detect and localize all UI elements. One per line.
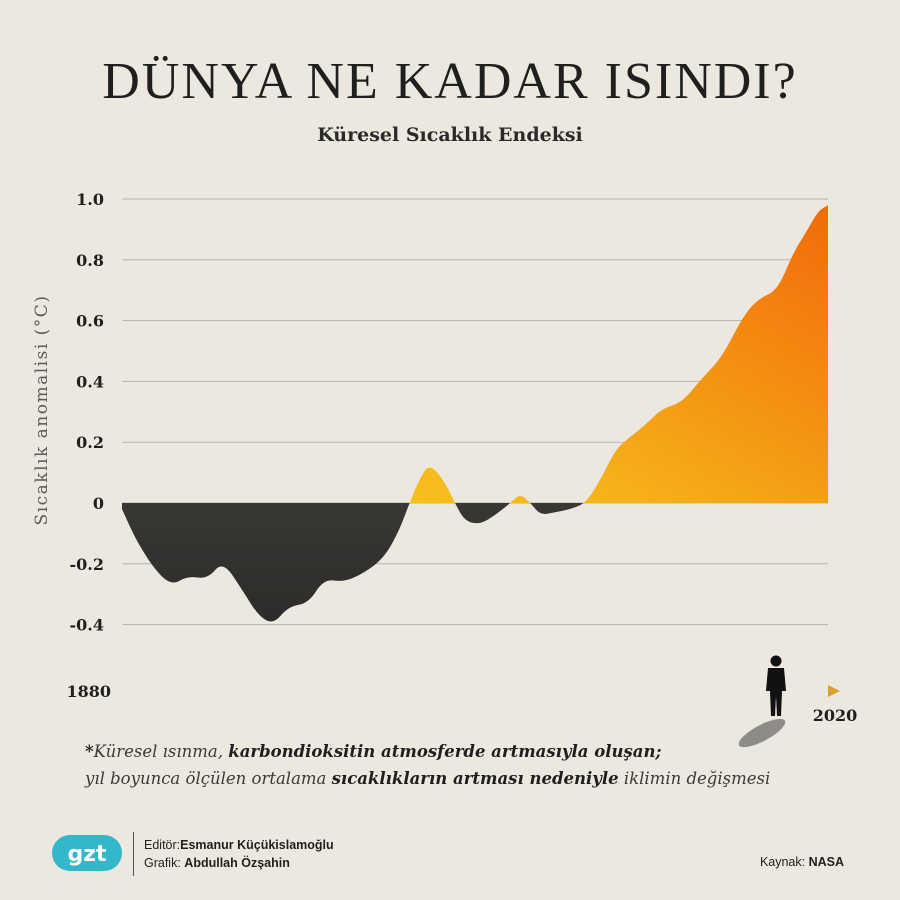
note-star: * [85,742,94,761]
x-end-label: 2020 [813,706,858,725]
area-layer [122,205,828,622]
y-tick-labels: 1.0 0.8 0.6 0.4 0.2 0 -0.2 -0.4 [70,190,104,635]
editor-label: Editör: [144,838,181,852]
note-bold1: karbondioksitin atmosferde artmasıyla ol… [228,742,662,761]
source-name: NASA [808,855,844,869]
timeline-axis: 1880 2020 [66,682,857,725]
y-tick-label: 0 [93,494,104,513]
x-start-label: 1880 [66,682,111,701]
y-tick-label: -0.2 [70,555,104,574]
page-subtitle: Küresel Sıcaklık Endeksi [317,124,583,146]
page-title: DÜNYA NE KADAR ISINDI? [102,53,798,110]
negative-anomaly-area [122,503,828,622]
logo-text: gzt [67,842,107,867]
footnote: *Küresel ısınma, karbondioksitin atmosfe… [85,738,865,792]
y-tick-label: 0.2 [76,433,104,452]
y-tick-label: 0.6 [76,312,104,331]
credits-divider [133,832,134,876]
note-part3: iklimin değişmesi [618,769,771,788]
graphic-name: Abdullah Özşahin [184,856,290,870]
note-part1: Küresel ısınma, [93,742,229,761]
credits: Editör:Esmanur Küçükislamoğlu Grafik: Ab… [144,836,334,872]
y-axis-label: Sıcaklık anomalisi (°C) [32,295,52,526]
editor-name: Esmanur Küçükislamoğlu [180,838,334,852]
person-silhouette-icon [738,655,786,748]
positive-anomaly-area [122,205,828,503]
source: Kaynak: NASA [760,855,844,869]
note-part2: yıl boyunca ölçülen ortalama [85,769,332,788]
arrow-head-icon [828,685,840,697]
source-label: Kaynak: [759,855,809,869]
y-tick-label: 0.8 [76,251,104,270]
note-bold2: sıcaklıkların artması nedeniyle [331,769,619,788]
y-tick-label: 1.0 [76,190,104,209]
y-tick-label: 0.4 [76,372,104,391]
graphic-label: Grafik: [144,856,185,870]
y-tick-label: -0.4 [70,616,104,635]
gzt-logo: gzt [52,835,122,871]
